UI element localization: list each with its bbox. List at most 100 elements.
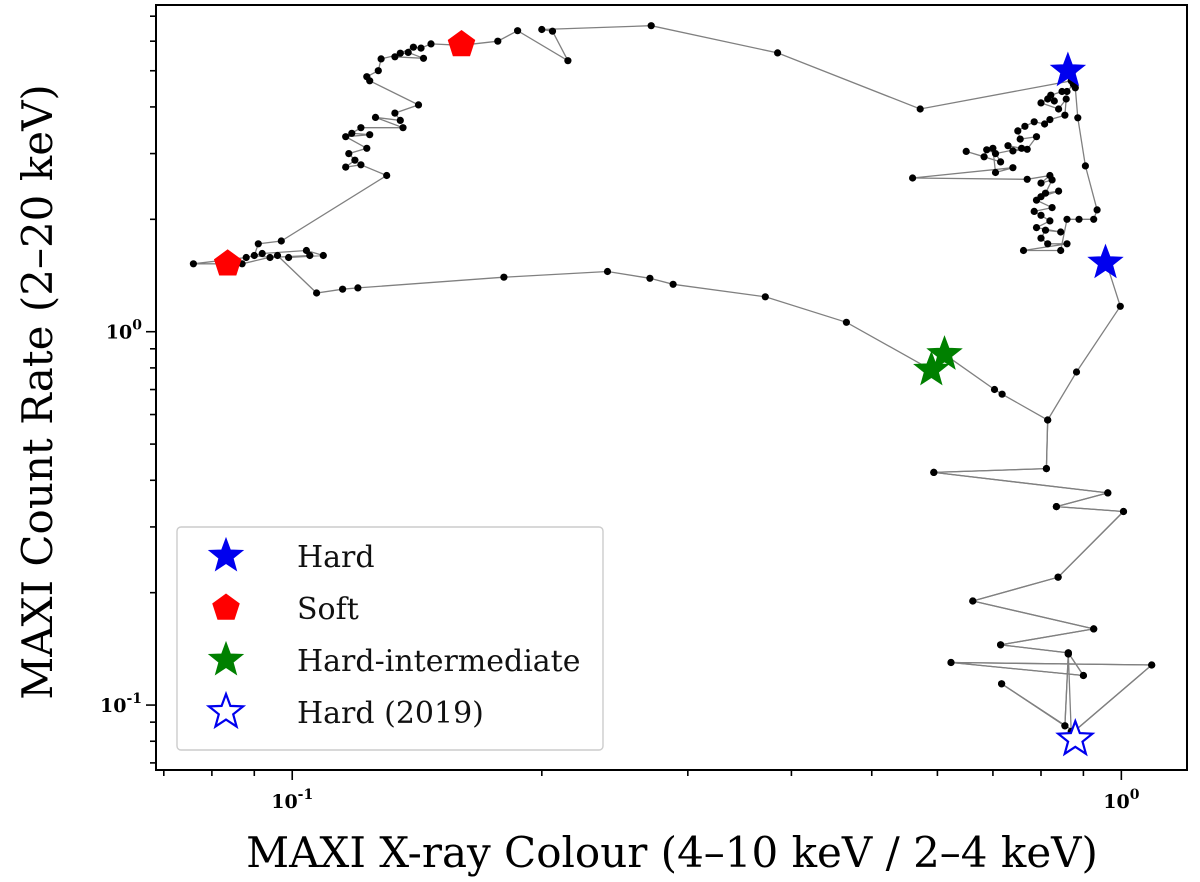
soft-marker: [447, 30, 476, 57]
legend-soft-marker: [212, 593, 240, 620]
data-point: [417, 44, 425, 52]
x-tick-label: 10-1: [271, 787, 313, 813]
data-point: [1072, 368, 1081, 376]
data-point: [1032, 196, 1041, 204]
data-point: [500, 273, 508, 281]
data-point: [1148, 661, 1156, 669]
hard-marker: [1087, 243, 1124, 279]
data-point: [1119, 507, 1128, 516]
data-point: [1030, 118, 1038, 126]
legend-hard-label: Hard: [297, 540, 375, 575]
data-point: [647, 22, 655, 30]
data-point: [1093, 206, 1101, 214]
data-point: [1009, 164, 1017, 172]
hard-intermediate-marker: [926, 335, 963, 370]
data-point: [342, 133, 350, 141]
data-point: [242, 253, 250, 262]
data-point: [366, 77, 374, 85]
data-point: [266, 253, 274, 262]
data-point: [1046, 116, 1054, 124]
data-point: [258, 249, 266, 258]
data-point: [538, 25, 546, 34]
data-point: [273, 251, 282, 260]
data-point: [366, 131, 374, 139]
data-point: [842, 318, 851, 326]
data-point: [1064, 650, 1072, 658]
data-point: [1057, 246, 1065, 255]
data-point: [916, 105, 924, 113]
data-point: [1009, 147, 1017, 155]
data-point: [991, 168, 1000, 177]
data-point: [998, 390, 1006, 398]
data-point: [383, 171, 391, 180]
track-line-1: [933, 263, 1154, 738]
data-point: [391, 53, 399, 61]
data-point: [1037, 234, 1045, 242]
legend-hard-marker: [207, 536, 245, 572]
data-point: [514, 27, 522, 35]
data-point: [427, 40, 435, 48]
data-point: [1063, 87, 1071, 96]
data-point: [339, 285, 347, 293]
data-point: [1055, 105, 1063, 113]
data-point: [357, 161, 365, 169]
data-point: [1044, 416, 1052, 424]
data-point: [351, 156, 359, 164]
data-point: [1052, 503, 1060, 511]
data-point: [1032, 133, 1041, 141]
data-point: [990, 385, 999, 394]
data-point: [1004, 142, 1012, 150]
data-point: [1048, 204, 1056, 212]
data-point: [564, 57, 572, 65]
data-point: [277, 237, 285, 245]
axis-ticks: 10-1 100 10-1 100: [100, 15, 1140, 813]
data-point: [357, 124, 365, 132]
soft-marker: [213, 249, 242, 276]
data-point: [962, 147, 970, 155]
data-point: [1016, 135, 1024, 143]
legend-hard-2019-marker: [205, 690, 247, 730]
data-point: [646, 274, 654, 282]
data-point: [1044, 240, 1052, 248]
data-point: [345, 150, 353, 158]
data-point: [998, 680, 1006, 688]
data-point: [250, 251, 258, 260]
data-point: [374, 67, 382, 75]
legend: Hard Soft Hard-intermediate Hard (2019): [176, 526, 604, 751]
data-point: [285, 253, 293, 262]
data-point: [1042, 465, 1050, 473]
data-point: [1104, 489, 1112, 497]
y-tick-label: 10-1: [100, 691, 142, 717]
data-point: [1018, 144, 1026, 152]
data-point: [603, 267, 612, 276]
hard-marker: [1049, 51, 1087, 87]
data-point: [1063, 215, 1071, 223]
data-point: [1014, 127, 1022, 135]
data-point: [1041, 226, 1050, 234]
data-point: [969, 597, 977, 605]
data-point: [1037, 179, 1045, 187]
data-point: [1054, 573, 1062, 581]
y-axis-title: MAXI Count Rate (2–20 keV): [13, 84, 62, 700]
data-point: [1061, 722, 1069, 730]
data-point: [348, 129, 356, 137]
data-point: [1075, 215, 1083, 223]
hard-intermediate-marker: [913, 350, 950, 386]
data-point: [1048, 176, 1056, 184]
data-point: [983, 146, 991, 154]
data-point: [1021, 122, 1029, 130]
data-point: [363, 144, 371, 152]
data-point: [1037, 211, 1045, 219]
y-tick-label: 100: [106, 318, 142, 344]
data-point: [1057, 228, 1065, 236]
x-axis-title: MAXI X-ray Colour (4–10 keV / 2–4 keV): [246, 828, 1098, 877]
data-point: [313, 289, 321, 297]
data-point: [997, 158, 1005, 166]
data-point: [396, 49, 404, 57]
data-point: [980, 153, 988, 161]
data-point: [1046, 217, 1054, 225]
data-point: [909, 174, 917, 182]
data-point: [354, 284, 362, 292]
data-point: [371, 113, 380, 121]
